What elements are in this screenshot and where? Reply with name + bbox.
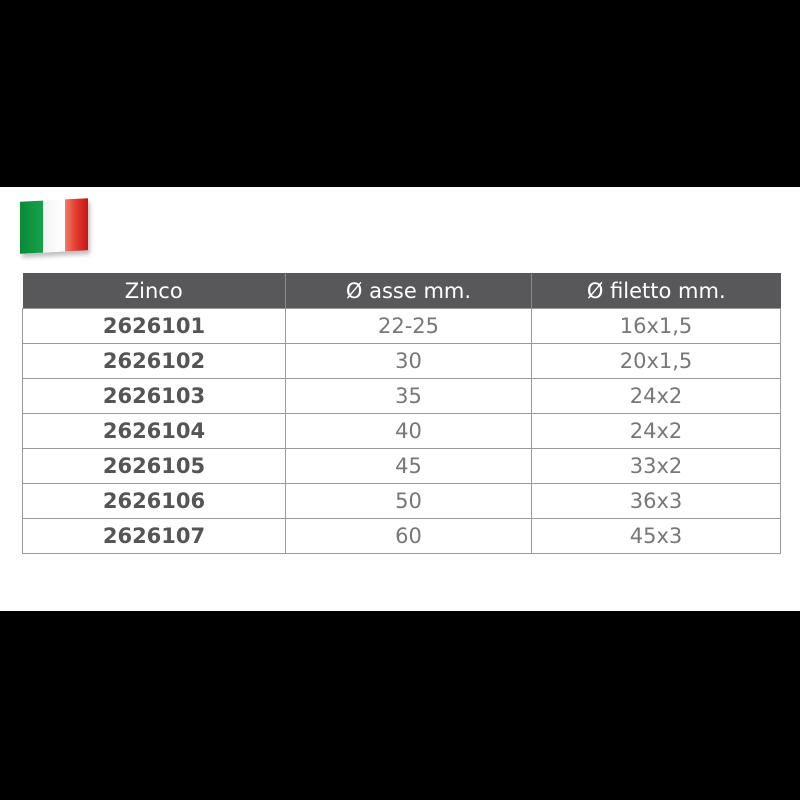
column-header: Ø asse mm. [285, 273, 532, 309]
flag-red-stripe [65, 198, 89, 252]
product-code-cell: 2626103 [22, 378, 286, 414]
thread-diameter-cell: 20x1,5 [531, 343, 781, 379]
product-code-cell: 2626107 [22, 518, 286, 554]
table-header-row: Zinco Ø asse mm. Ø filetto mm. [22, 273, 781, 309]
table-row: 2626101 22-25 16x1,5 [22, 308, 781, 344]
thread-diameter-cell: 45x3 [531, 518, 781, 554]
table-row: 2626102 30 20x1,5 [22, 343, 781, 379]
shaft-diameter-cell: 60 [285, 518, 532, 554]
shaft-diameter-cell: 30 [285, 343, 532, 379]
product-code-cell: 2626101 [22, 308, 286, 344]
shaft-diameter-cell: 50 [285, 483, 532, 519]
thread-diameter-cell: 16x1,5 [531, 308, 781, 344]
thread-diameter-cell: 24x2 [531, 413, 781, 449]
thread-diameter-cell: 24x2 [531, 378, 781, 414]
product-code-cell: 2626104 [22, 413, 286, 449]
table-row: 2626103 35 24x2 [22, 378, 781, 414]
shaft-diameter-cell: 40 [285, 413, 532, 449]
product-code-cell: 2626105 [22, 448, 286, 484]
table-row: 2626104 40 24x2 [22, 413, 781, 449]
flag-green-stripe [20, 200, 43, 254]
table-row: 2626106 50 36x3 [22, 483, 781, 519]
italy-flag-icon [20, 198, 89, 254]
product-code-cell: 2626106 [22, 483, 286, 519]
shaft-diameter-cell: 45 [285, 448, 532, 484]
shaft-diameter-cell: 22-25 [285, 308, 532, 344]
column-header: Zinco [22, 273, 286, 309]
product-table: Zinco Ø asse mm. Ø filetto mm. 2626101 22… [22, 273, 781, 554]
table-row: 2626107 60 45x3 [22, 518, 781, 554]
flag-white-stripe [42, 199, 66, 253]
shaft-diameter-cell: 35 [285, 378, 532, 414]
thread-diameter-cell: 36x3 [531, 483, 781, 519]
column-header: Ø filetto mm. [531, 273, 781, 309]
product-code-cell: 2626102 [22, 343, 286, 379]
table-row: 2626105 45 33x2 [22, 448, 781, 484]
thread-diameter-cell: 33x2 [531, 448, 781, 484]
